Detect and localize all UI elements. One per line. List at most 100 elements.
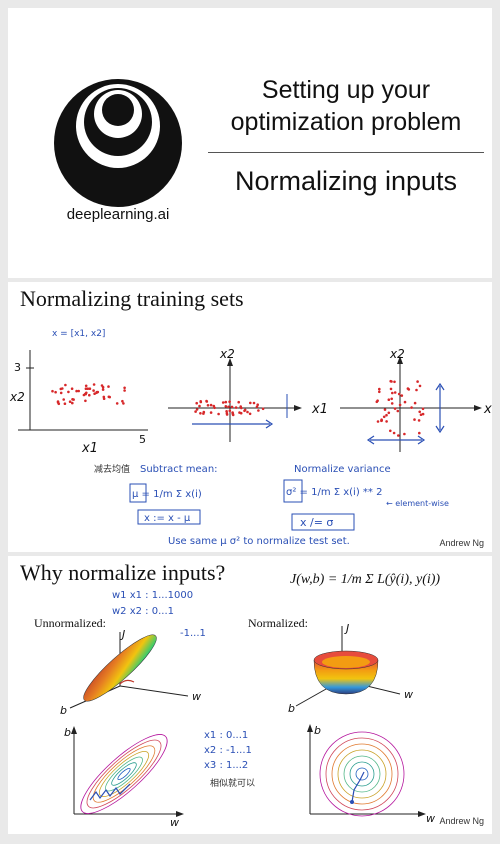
unnormalized-label: Unnormalized:: [34, 616, 106, 630]
contour-line: [80, 734, 168, 814]
data-point: [115, 402, 119, 405]
data-point: [63, 402, 67, 405]
contour-line: [98, 751, 150, 797]
data-point: [418, 431, 421, 435]
data-point: [59, 391, 63, 395]
data-point: [95, 391, 98, 395]
data-point: [67, 390, 70, 394]
data-point: [85, 391, 88, 395]
data-point: [209, 411, 213, 414]
data-point: [392, 431, 396, 435]
feature-range-notes: w1 x1 : 1...1000 w2 x2 : 0...1 -1...1: [112, 590, 206, 639]
contour-line: [92, 745, 156, 803]
note-line: x2 : -1...1: [204, 745, 252, 756]
b-axis-label: b: [60, 704, 67, 717]
normalize-variance-note: Normalize variance: [294, 464, 391, 475]
x-divide-note: x /= σ: [300, 516, 333, 529]
data-point: [390, 402, 394, 405]
slide-title: Normalizing training sets: [20, 286, 244, 311]
data-point: [421, 407, 425, 411]
x-axis-label: x1: [311, 402, 328, 417]
data-point: [234, 406, 238, 409]
data-point: [122, 402, 125, 405]
data-point: [195, 401, 198, 405]
data-point: [397, 392, 401, 396]
data-point: [199, 412, 202, 415]
data-point: [255, 405, 259, 409]
data-point: [407, 388, 411, 391]
data-point: [209, 403, 213, 407]
contour-line: [105, 756, 143, 792]
cn-subtract-note: 减去均值: [94, 463, 130, 475]
data-point: [101, 385, 105, 389]
slide-title: Why normalize inputs?: [20, 560, 226, 585]
normalized-surface-plot: J w b: [288, 622, 413, 715]
data-points: [194, 399, 265, 417]
data-point: [61, 387, 64, 390]
data-point: [51, 389, 54, 393]
contour-line: [117, 767, 131, 781]
data-point: [413, 418, 416, 421]
contour-lines: [80, 734, 168, 814]
cost-function-plots: w1 x1 : 1...1000 w2 x2 : 0...1 -1...1 J …: [60, 590, 435, 829]
contour-line: [331, 743, 393, 805]
title-line-1: Setting up your: [261, 76, 431, 104]
x-axis-label: x1: [81, 441, 98, 456]
contour-line: [337, 749, 387, 799]
w-axis-label: w: [426, 812, 435, 825]
y-axis-label: x2: [219, 347, 235, 361]
data-point: [206, 404, 210, 407]
y-tick-label: 3: [14, 361, 21, 374]
data-point: [398, 403, 402, 407]
data-point: [68, 400, 72, 403]
data-point: [237, 400, 240, 404]
why-normalize-slide: Why normalize inputs? J(w,b) = 1/m Σ L(ŷ…: [8, 556, 492, 834]
data-point: [54, 390, 57, 394]
data-point: [403, 400, 407, 404]
data-point: [228, 409, 232, 413]
data-point: [252, 401, 256, 405]
element-wise-note: ← element-wise: [386, 499, 449, 508]
data-point: [224, 400, 228, 404]
data-point: [393, 391, 397, 394]
data-point: [107, 385, 110, 388]
x-vector-note: x = [x1, x2]: [52, 329, 105, 339]
normalized-contour-plot: b w: [307, 724, 435, 825]
variance-normalized-plot: x2 x1: [340, 347, 492, 452]
data-point: [230, 405, 234, 409]
note-line: x3 : 1...2: [204, 760, 248, 771]
data-point: [71, 401, 74, 405]
x-tick-label: 5: [139, 433, 146, 446]
j-axis-label: J: [344, 622, 349, 635]
contour-line: [349, 761, 375, 787]
data-point: [375, 400, 379, 404]
slide-subtitle: Normalizing inputs: [234, 166, 458, 196]
data-point: [102, 397, 106, 400]
slide-title: Setting up your optimization problem: [208, 74, 484, 138]
data-point: [212, 404, 216, 408]
title-line-2: optimization problem: [230, 108, 462, 136]
normalized-label: Normalized:: [248, 616, 308, 630]
data-point: [390, 397, 394, 401]
data-point: [249, 401, 252, 405]
data-point: [387, 398, 391, 401]
data-point: [224, 405, 228, 408]
data-point: [88, 393, 91, 397]
data-point: [123, 386, 126, 390]
data-point: [248, 412, 252, 416]
data-point: [84, 387, 88, 390]
data-point: [413, 401, 417, 405]
w-axis-label: w: [192, 690, 201, 703]
deeplearning-logo-icon: [54, 79, 182, 207]
data-point: [101, 388, 105, 391]
cn-similar-note: 相似就可以: [210, 777, 255, 789]
contour-lines: [319, 731, 405, 817]
data-point: [421, 412, 425, 416]
data-point: [121, 399, 124, 403]
data-point: [86, 387, 90, 390]
data-point: [225, 413, 229, 416]
data-point: [57, 402, 61, 406]
normalizing-training-sets-slide: Normalizing training sets x = [x1, x2] 3…: [8, 282, 492, 552]
note-line: -1...1: [180, 628, 206, 639]
unnormalized-surface-plot: J w b: [60, 628, 201, 717]
